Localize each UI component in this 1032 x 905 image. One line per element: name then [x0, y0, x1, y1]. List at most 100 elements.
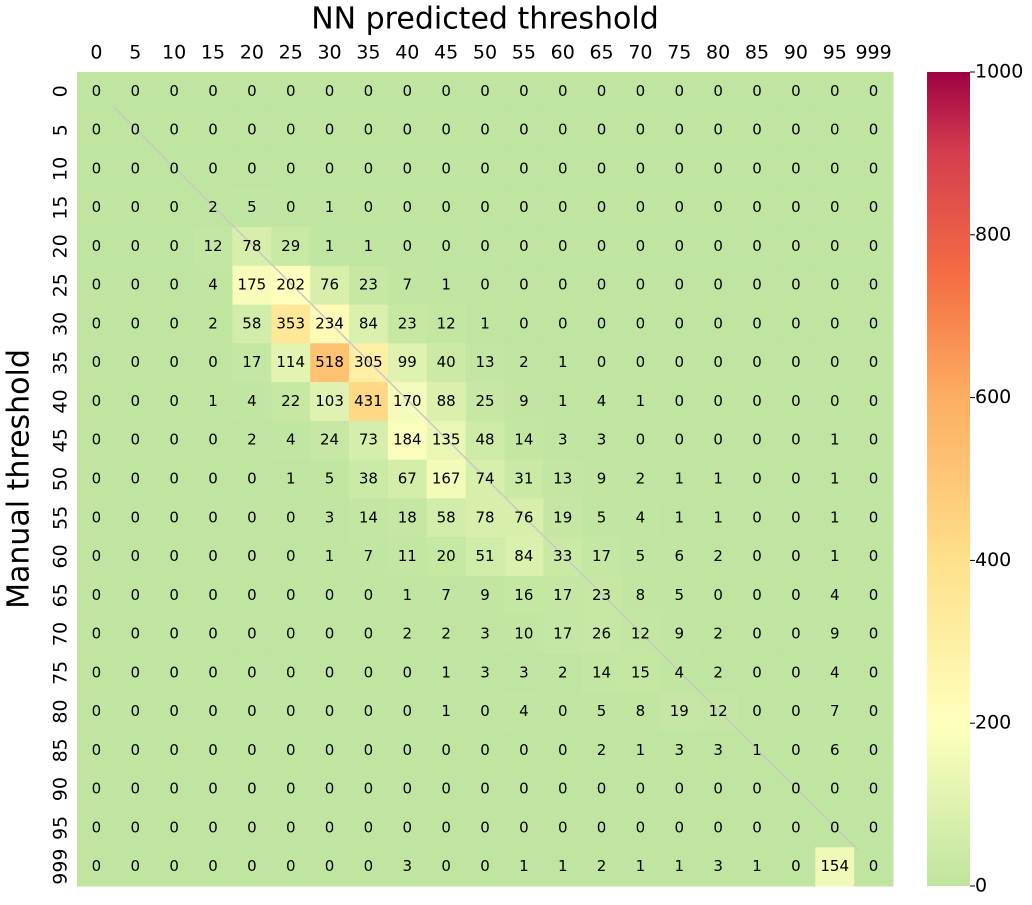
cell-label: 4 [247, 392, 257, 410]
cell [543, 847, 583, 887]
cell [621, 188, 661, 228]
cell [271, 149, 311, 189]
cell-label: 0 [869, 586, 879, 604]
cell [154, 808, 195, 848]
cell-label: 0 [830, 353, 840, 371]
colorbar-tick-label: 0 [975, 875, 987, 897]
cell-label: 0 [675, 353, 685, 371]
cell-label: 0 [752, 198, 762, 216]
cell [77, 149, 117, 189]
cell-label: 0 [636, 82, 646, 100]
x-tick-label: 999 [855, 42, 891, 64]
cell [698, 420, 739, 461]
cell [621, 769, 661, 809]
cell-label: 0 [830, 276, 840, 294]
cell-label: 84 [359, 314, 378, 332]
cell-label: 0 [519, 198, 529, 216]
cell-label: 5 [597, 508, 607, 526]
cell [77, 188, 117, 228]
cell [115, 614, 156, 654]
cell-label: 0 [325, 663, 335, 681]
cell [504, 459, 544, 499]
cell-label: 0 [247, 82, 257, 100]
cell-label: 0 [131, 353, 141, 371]
cell-label: 0 [92, 276, 102, 294]
cell-label: 0 [208, 702, 218, 720]
y-tick-label: 15 [50, 196, 72, 220]
cell [349, 614, 389, 654]
cell [737, 692, 777, 732]
cell [193, 149, 233, 189]
cell-label: 0 [713, 159, 723, 177]
cell-label: 0 [169, 857, 179, 875]
cell [737, 614, 777, 654]
cell [465, 110, 505, 151]
x-tick-label: 70 [628, 42, 652, 64]
cell-label: 3 [713, 857, 723, 875]
cell-label: 0 [752, 237, 762, 255]
cell [621, 343, 661, 383]
cell-label: 19 [553, 508, 572, 526]
cell-label: 7 [403, 276, 413, 294]
cell-label: 1 [636, 857, 646, 875]
x-tick-label: 15 [201, 42, 225, 64]
cell [815, 459, 855, 499]
cell-label: 0 [675, 82, 685, 100]
cell-label: 518 [315, 353, 344, 371]
cell [621, 692, 661, 732]
cell-label: 0 [791, 82, 801, 100]
cell [115, 808, 156, 848]
cell-label: 0 [325, 625, 335, 643]
cell [465, 769, 505, 809]
cell-label: 0 [441, 121, 451, 139]
cell-label: 0 [286, 702, 296, 720]
cell [387, 730, 428, 771]
cell [271, 692, 311, 732]
cell-label: 0 [558, 82, 568, 100]
y-tick-label: 20 [50, 234, 72, 258]
cell [659, 730, 700, 771]
cell [815, 653, 855, 693]
cell-label: 0 [92, 121, 102, 139]
cell [193, 847, 233, 887]
cell [387, 72, 428, 112]
cell [77, 72, 117, 112]
cell-label: 0 [169, 663, 179, 681]
cell [349, 769, 389, 809]
cell-label: 0 [675, 276, 685, 294]
cell-label: 1 [830, 470, 840, 488]
cell [465, 575, 505, 616]
cell-label: 17 [553, 625, 572, 643]
cell [543, 382, 583, 422]
cell [621, 149, 661, 189]
cell-label: 0 [713, 392, 723, 410]
cell-label: 0 [713, 818, 723, 836]
cell [815, 149, 855, 189]
cell-label: 0 [752, 508, 762, 526]
cell [77, 343, 117, 383]
cell-label: 0 [597, 780, 607, 798]
cell [504, 575, 544, 616]
cell-label: 0 [208, 82, 218, 100]
cell [271, 575, 311, 616]
x-tick-label: 35 [356, 42, 380, 64]
cell [154, 575, 195, 616]
cell [115, 72, 156, 112]
cell [504, 653, 544, 693]
cell-label: 20 [437, 547, 456, 565]
cell [271, 769, 311, 809]
y-tick-label: 65 [50, 583, 72, 607]
cell-label: 0 [791, 741, 801, 759]
cell-label: 0 [92, 702, 102, 720]
cell-label: 1 [325, 237, 335, 255]
cell-label: 0 [403, 818, 413, 836]
cell [115, 110, 156, 151]
cell-label: 78 [242, 237, 261, 255]
cell [854, 498, 894, 538]
cell-label: 0 [480, 198, 490, 216]
y-tick-label: 85 [50, 738, 72, 762]
cell-label: 0 [286, 121, 296, 139]
cell-label: 0 [92, 159, 102, 177]
cell-label: 17 [242, 353, 261, 371]
cell [232, 149, 272, 189]
